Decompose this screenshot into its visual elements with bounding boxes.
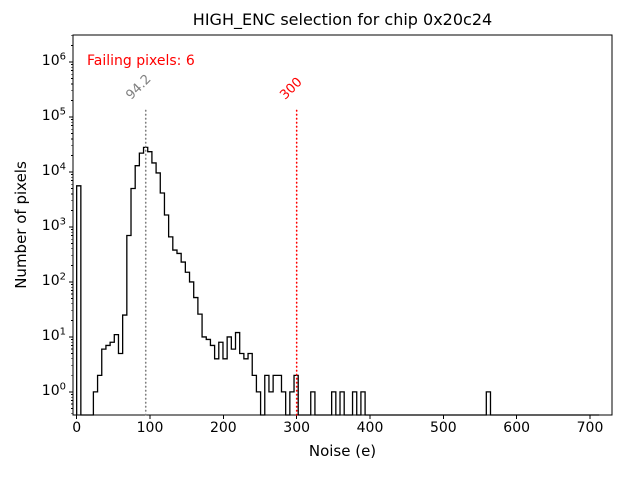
x-tick-label: 700 xyxy=(576,420,604,436)
y-tick-label: 100 xyxy=(41,381,66,399)
x-tick-label: 100 xyxy=(136,420,164,436)
x-tick-label: 0 xyxy=(72,420,82,436)
x-tick-label: 300 xyxy=(283,420,311,436)
plot-border xyxy=(72,34,613,416)
y-tick-label: 106 xyxy=(41,51,66,69)
chart-title: HIGH_ENC selection for chip 0x20c24 xyxy=(192,10,493,29)
y-tick-label: 101 xyxy=(41,326,66,344)
x-tick-label: 500 xyxy=(429,420,457,436)
y-tick-label: 103 xyxy=(41,216,66,234)
x-tick-label: 200 xyxy=(209,420,237,436)
x-tick-label: 600 xyxy=(503,420,531,436)
y-axis-label: Number of pixels xyxy=(12,161,30,289)
y-tick-label: 105 xyxy=(41,106,66,124)
histogram-line xyxy=(76,146,600,416)
x-axis-label: Noise (e) xyxy=(308,442,377,460)
y-tick-label: 102 xyxy=(41,271,66,289)
x-tick-label: 400 xyxy=(356,420,384,436)
failing-pixels-annotation: Failing pixels: 6 xyxy=(87,53,195,69)
y-tick-label: 104 xyxy=(41,161,66,179)
